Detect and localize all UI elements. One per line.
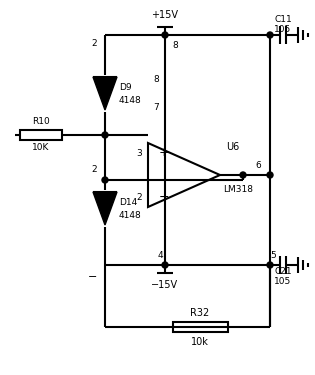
Polygon shape [93,77,117,110]
Text: 6: 6 [255,162,261,171]
Text: 10k: 10k [191,337,209,347]
Circle shape [162,32,168,38]
Text: +15V: +15V [152,10,179,20]
Text: 2: 2 [91,165,97,174]
Text: 3: 3 [136,148,142,158]
Bar [20,130,62,140]
Text: D9: D9 [119,83,132,92]
Text: 105: 105 [274,24,292,33]
Text: R32: R32 [190,308,209,318]
Circle shape [102,177,108,183]
Circle shape [102,132,108,138]
Text: 4148: 4148 [119,211,142,220]
Text: 8: 8 [172,40,178,50]
Text: +: + [159,147,169,159]
Circle shape [267,172,273,178]
Text: LM318: LM318 [223,186,253,195]
Text: 4: 4 [157,252,163,261]
Text: C11: C11 [274,15,292,24]
Circle shape [267,32,273,38]
Text: −15V: −15V [152,280,179,290]
Text: D14: D14 [119,198,137,207]
Text: 7: 7 [153,104,159,112]
Text: 105: 105 [274,276,292,285]
Circle shape [162,262,168,268]
Text: 2: 2 [91,39,97,48]
Polygon shape [93,192,117,225]
Text: 2: 2 [136,192,142,201]
Text: R10: R10 [32,117,50,126]
Text: 4148: 4148 [119,96,142,105]
Bar [173,322,227,332]
Text: 5: 5 [270,252,276,261]
Text: −: − [88,272,98,282]
Circle shape [240,172,246,178]
Text: U6: U6 [226,142,239,152]
Text: 8: 8 [153,75,159,84]
Text: 10K: 10K [32,144,50,153]
Circle shape [267,262,273,268]
Text: C21: C21 [274,267,292,276]
Text: −: − [159,190,169,204]
